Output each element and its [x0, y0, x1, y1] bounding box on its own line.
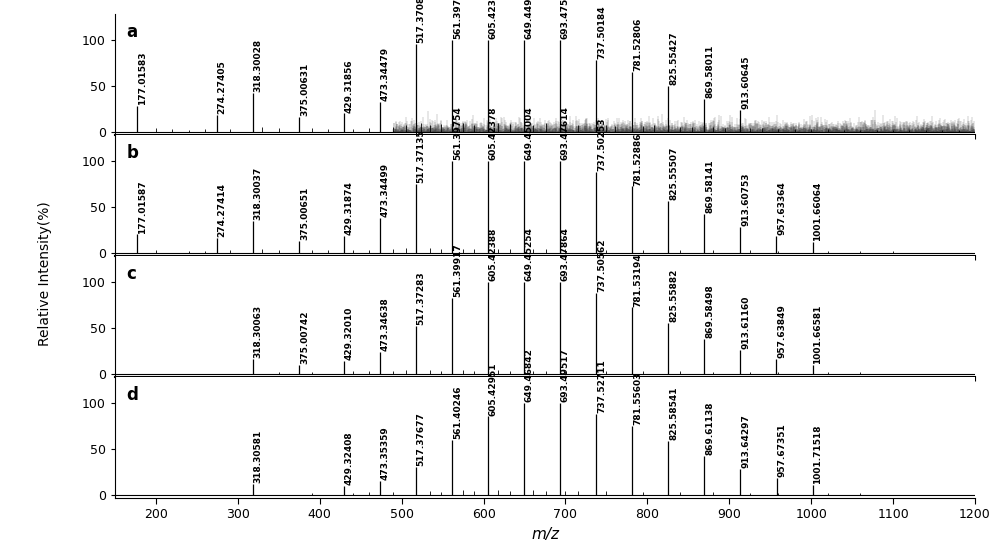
Text: 869.58011: 869.58011 [705, 44, 714, 98]
Text: a: a [126, 24, 137, 42]
Text: 737.50562: 737.50562 [597, 238, 606, 292]
Text: 429.32408: 429.32408 [345, 431, 354, 485]
Text: 177.01587: 177.01587 [138, 180, 147, 234]
Text: 781.52886: 781.52886 [633, 132, 642, 185]
Text: 737.52711: 737.52711 [597, 359, 606, 413]
Text: 318.30028: 318.30028 [254, 39, 263, 92]
Text: 869.61138: 869.61138 [705, 402, 714, 455]
Text: 605.42388: 605.42388 [489, 228, 498, 281]
Text: 1001.66064: 1001.66064 [813, 182, 822, 241]
Text: 429.31856: 429.31856 [345, 59, 354, 113]
Text: 274.27405: 274.27405 [218, 61, 227, 114]
Text: 429.32010: 429.32010 [345, 307, 354, 360]
Text: b: b [126, 144, 138, 162]
Text: 177.01583: 177.01583 [138, 51, 147, 105]
Text: 781.53194: 781.53194 [633, 253, 642, 306]
Text: 429.31874: 429.31874 [345, 182, 354, 235]
Text: 473.34638: 473.34638 [381, 297, 390, 351]
Text: 957.63849: 957.63849 [777, 304, 786, 358]
Text: 318.30581: 318.30581 [254, 430, 263, 483]
Text: 913.64297: 913.64297 [741, 414, 750, 468]
Text: 869.58498: 869.58498 [705, 284, 714, 338]
Text: 693.47568: 693.47568 [561, 0, 570, 39]
Text: 517.37086: 517.37086 [417, 0, 426, 43]
Text: 561.39917: 561.39917 [453, 243, 462, 298]
Text: 375.00742: 375.00742 [300, 310, 309, 364]
Text: 781.55603: 781.55603 [633, 371, 642, 425]
Text: 957.67351: 957.67351 [777, 424, 786, 478]
Text: 649.44950: 649.44950 [525, 0, 534, 39]
Text: 693.47864: 693.47864 [561, 227, 570, 281]
Text: 693.49517: 693.49517 [561, 348, 570, 401]
Text: 561.39720: 561.39720 [453, 0, 462, 39]
Text: 693.47614: 693.47614 [561, 106, 570, 160]
Text: 517.37135: 517.37135 [417, 129, 426, 183]
Text: 318.30063: 318.30063 [254, 305, 263, 358]
Text: 825.55507: 825.55507 [669, 147, 678, 200]
Text: 318.30037: 318.30037 [254, 166, 263, 220]
Text: 781.52806: 781.52806 [633, 18, 642, 71]
Text: 825.58541: 825.58541 [669, 387, 678, 440]
Text: 517.37283: 517.37283 [417, 271, 426, 325]
Text: 913.60645: 913.60645 [741, 55, 750, 109]
Text: 605.42378: 605.42378 [489, 106, 498, 160]
Text: 517.37677: 517.37677 [417, 412, 426, 467]
Text: 737.50253: 737.50253 [597, 117, 606, 171]
Text: 825.55882: 825.55882 [669, 269, 678, 322]
Text: 473.34479: 473.34479 [381, 47, 390, 101]
Text: 869.58141: 869.58141 [705, 160, 714, 213]
Text: 473.35359: 473.35359 [381, 427, 390, 480]
Text: 605.42951: 605.42951 [489, 362, 498, 416]
Text: 957.63364: 957.63364 [777, 182, 786, 235]
Text: 649.45004: 649.45004 [525, 106, 534, 160]
Text: 825.55427: 825.55427 [669, 31, 678, 85]
Text: 1001.71518: 1001.71518 [813, 424, 822, 484]
Text: 913.60753: 913.60753 [741, 173, 750, 226]
Text: 913.61160: 913.61160 [741, 296, 750, 349]
Text: d: d [126, 386, 138, 404]
Text: 1001.66581: 1001.66581 [813, 305, 822, 364]
Text: 649.45254: 649.45254 [525, 227, 534, 281]
X-axis label: m/z: m/z [531, 527, 559, 542]
Text: 737.50184: 737.50184 [597, 5, 606, 59]
Text: 274.27414: 274.27414 [218, 183, 227, 237]
Text: c: c [126, 265, 136, 283]
Text: 605.42343: 605.42343 [489, 0, 498, 39]
Text: 473.34499: 473.34499 [381, 163, 390, 217]
Text: 649.46842: 649.46842 [525, 348, 534, 401]
Text: 561.39754: 561.39754 [453, 106, 462, 160]
Text: Relative Intensity(%): Relative Intensity(%) [38, 201, 52, 346]
Text: 375.00631: 375.00631 [300, 63, 309, 116]
Text: 561.40246: 561.40246 [453, 385, 462, 439]
Text: 375.00651: 375.00651 [300, 187, 309, 240]
